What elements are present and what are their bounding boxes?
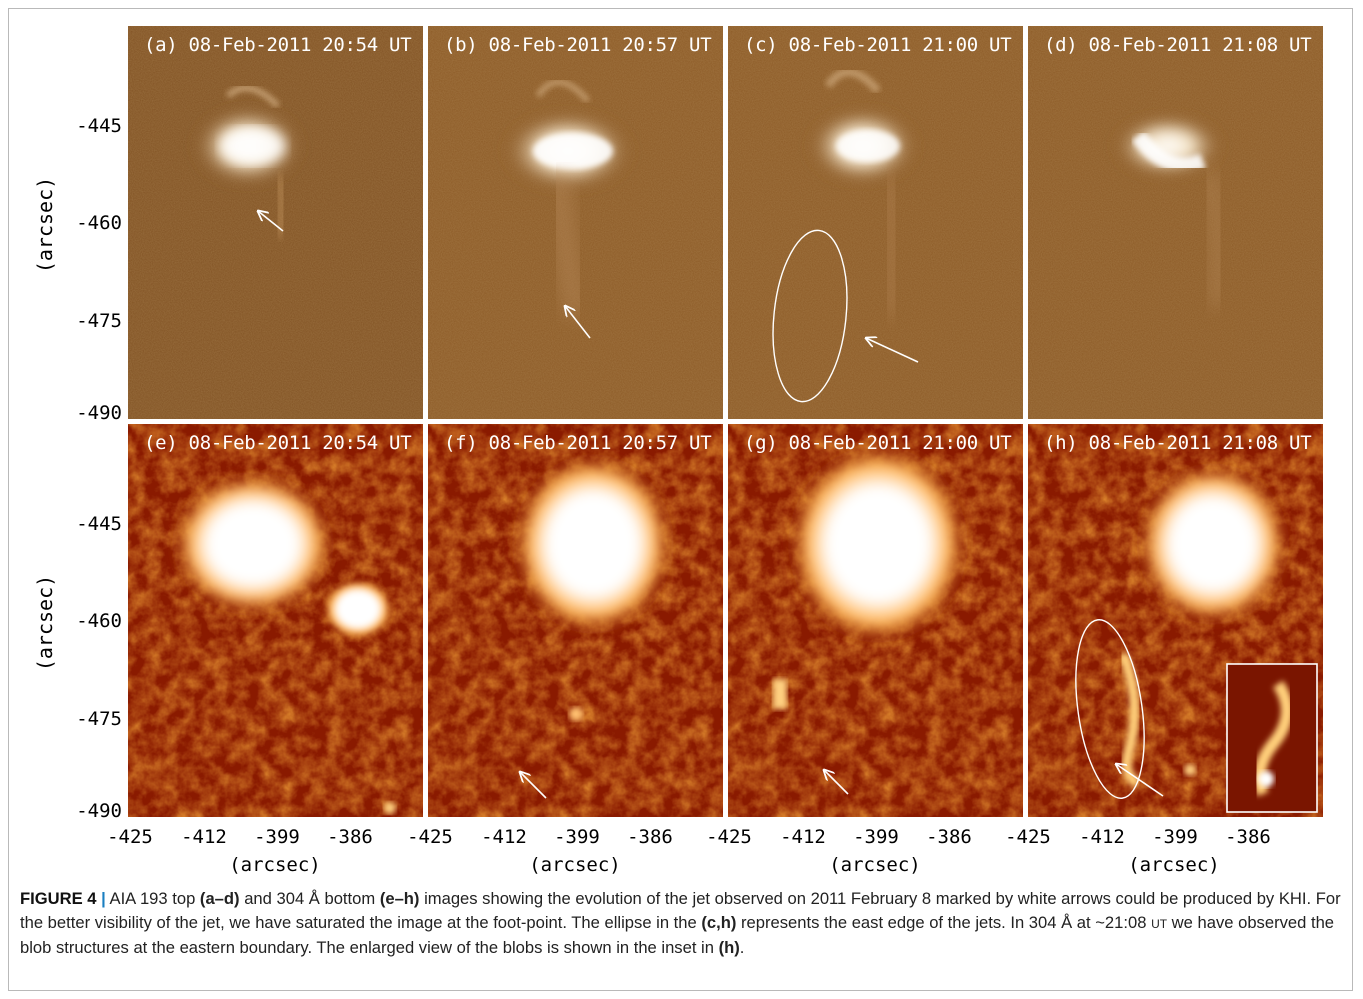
x-tick: -386 xyxy=(627,826,673,848)
panel-d: (d) 08-Feb-2011 21:08 UT xyxy=(1028,26,1323,419)
ellipse-annotation xyxy=(772,229,848,403)
caption-separator: | xyxy=(101,889,106,908)
x-tick: -412 xyxy=(181,826,227,848)
panel-b: (b) 08-Feb-2011 20:57 UT xyxy=(428,26,723,419)
panel-c: (c) 08-Feb-2011 21:00 UT xyxy=(728,26,1023,419)
x-tick: -425 xyxy=(407,826,453,848)
panel-f: (f) 08-Feb-2011 20:57 UT xyxy=(428,424,723,817)
y-tick-bottom-445: -445 xyxy=(76,513,122,535)
arrow-annotation xyxy=(866,338,919,363)
figure-caption: FIGURE 4 | AIA 193 top (a–d) and 304 Å b… xyxy=(20,887,1345,960)
y-tick-top-445: -445 xyxy=(76,115,122,137)
panel-title: (g) 08-Feb-2011 21:00 UT xyxy=(744,432,1012,454)
x-tick: -412 xyxy=(780,826,826,848)
x-tick: -399 xyxy=(554,826,600,848)
y-tick-bottom-460: -460 xyxy=(76,610,122,632)
arrow-annotation xyxy=(520,772,547,799)
x-axis-label: (arcsec) xyxy=(829,854,921,876)
x-tick: -399 xyxy=(254,826,300,848)
y-tick-top-490: -490 xyxy=(76,402,122,424)
arrow-annotation xyxy=(824,770,849,795)
caption-text: represents the east edge of the jets. In… xyxy=(736,913,1152,932)
y-axis-label-top: (arcsec) xyxy=(33,176,58,274)
ellipse-annotation xyxy=(1075,619,1145,799)
y-tick-top-475: -475 xyxy=(76,310,122,332)
x-tick: -412 xyxy=(1079,826,1125,848)
caption-ref: (h) xyxy=(718,938,740,957)
caption-text: and 304 Å bottom xyxy=(239,889,380,908)
panel-title: (b) 08-Feb-2011 20:57 UT xyxy=(444,34,712,56)
y-axis-label-bottom: (arcsec) xyxy=(33,574,58,672)
figure-label: FIGURE 4 xyxy=(20,889,97,908)
arrow-annotation xyxy=(565,306,591,339)
arrow-annotation xyxy=(258,211,284,232)
x-axis-label: (arcsec) xyxy=(529,854,621,876)
caption-text: AIA 193 top xyxy=(105,889,200,908)
caption-ref: (c,h) xyxy=(701,913,737,932)
x-tick: -386 xyxy=(926,826,972,848)
caption-ref: (a–d) xyxy=(199,889,240,908)
x-tick: -425 xyxy=(706,826,752,848)
caption-ut: UT xyxy=(1151,917,1168,931)
panel-title: (e) 08-Feb-2011 20:54 UT xyxy=(144,432,412,454)
caption-text: we have observed the blob structures at … xyxy=(20,913,1335,957)
panel-title: (a) 08-Feb-2011 20:54 UT xyxy=(144,34,412,56)
x-axis-label: (arcsec) xyxy=(1128,854,1220,876)
x-tick: -386 xyxy=(1225,826,1271,848)
figure-frame xyxy=(8,8,1353,991)
x-tick: -399 xyxy=(1152,826,1198,848)
panel-h: (h) 08-Feb-2011 21:08 UT xyxy=(1028,424,1323,817)
x-tick: -425 xyxy=(107,826,153,848)
x-tick: -399 xyxy=(853,826,899,848)
caption-text: images showing the evolution of the jet … xyxy=(20,889,1341,932)
x-tick: -425 xyxy=(1005,826,1051,848)
panel-title: (h) 08-Feb-2011 21:08 UT xyxy=(1044,432,1312,454)
panel-g: (g) 08-Feb-2011 21:00 UT xyxy=(728,424,1023,817)
x-tick: -412 xyxy=(481,826,527,848)
caption-ref: (e–h) xyxy=(379,889,420,908)
y-tick-top-460: -460 xyxy=(76,212,122,234)
y-tick-bottom-475: -475 xyxy=(76,708,122,730)
x-tick: -386 xyxy=(327,826,373,848)
caption-text: . xyxy=(739,938,745,957)
panel-title: (f) 08-Feb-2011 20:57 UT xyxy=(444,432,712,454)
x-axis-label: (arcsec) xyxy=(229,854,321,876)
arrow-annotation xyxy=(1116,764,1164,797)
panel-e: (e) 08-Feb-2011 20:54 UT xyxy=(128,424,423,817)
inset-box xyxy=(1226,663,1318,813)
panel-title: (c) 08-Feb-2011 21:00 UT xyxy=(744,34,1012,56)
panel-a: (a) 08-Feb-2011 20:54 UT xyxy=(128,26,423,419)
panel-title: (d) 08-Feb-2011 21:08 UT xyxy=(1044,34,1312,56)
y-tick-bottom-490: -490 xyxy=(76,800,122,822)
